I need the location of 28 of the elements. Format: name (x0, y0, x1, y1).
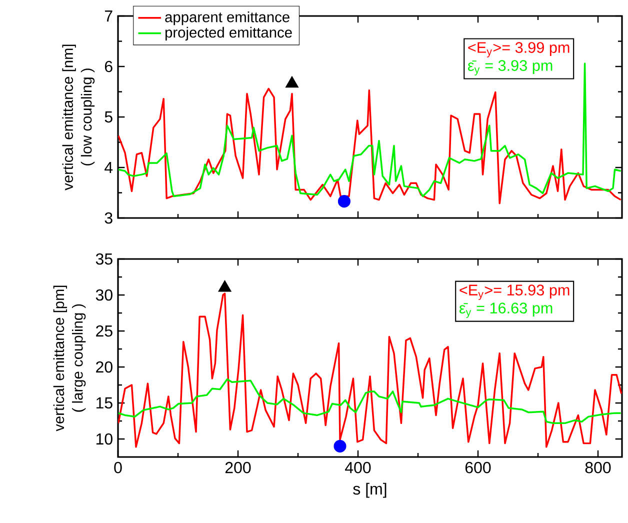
y-tick-label: 10 (96, 433, 112, 445)
annotation: <E$_{y}$>= 3.99 pm (468, 42, 570, 58)
x-tick-label: 600 (465, 462, 491, 474)
y-tick-label: 6 (104, 60, 112, 72)
y-tick-label: 25 (96, 325, 112, 337)
text: ( low coupling ) (80, 68, 95, 166)
text: vertical emittance [pm] (53, 286, 67, 432)
y-tick-label: 20 (96, 361, 112, 373)
annotation: <E$_{y}$>= 15.93 pm (460, 284, 570, 300)
x-tick-label: 0 (114, 462, 122, 474)
x-axis-title: s [m] (353, 482, 386, 498)
text: ( large coupling ) (72, 304, 86, 412)
annotation: ε̄$_{y}$ = 16.63 pm (459, 302, 552, 318)
y-tick-label: 3 (104, 212, 112, 224)
y-tick-label: 4 (104, 162, 113, 173)
y-tick-label: 5 (104, 111, 112, 123)
y-tick-label: 15 (96, 397, 112, 409)
x-tick-label: 400 (345, 462, 371, 474)
annotation: ε̄$_{y}$ = 3.93 pm (468, 60, 552, 76)
x-tick-label: 800 (585, 462, 611, 474)
x-tick-label: 200 (225, 462, 251, 474)
legend-label: apparent emittance (165, 12, 290, 26)
text: vertical emittance [nm] (62, 44, 76, 190)
y-tick-label: 7 (104, 10, 112, 22)
line-series (118, 378, 622, 424)
legend-label: projected emittance (165, 26, 292, 41)
y-tick-label: 35 (96, 253, 112, 265)
y-tick-label: 30 (96, 289, 112, 301)
